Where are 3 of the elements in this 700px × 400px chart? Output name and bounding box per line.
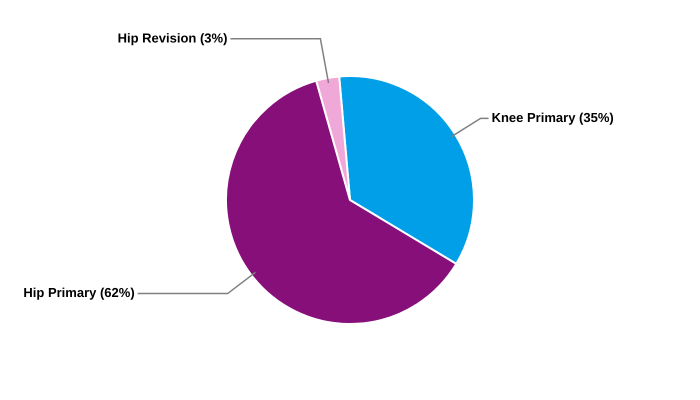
slice-label: Hip Primary (62%) [23, 285, 135, 300]
slice-label: Knee Primary (35%) [492, 110, 614, 125]
slice-label: Hip Revision (3%) [118, 30, 228, 46]
